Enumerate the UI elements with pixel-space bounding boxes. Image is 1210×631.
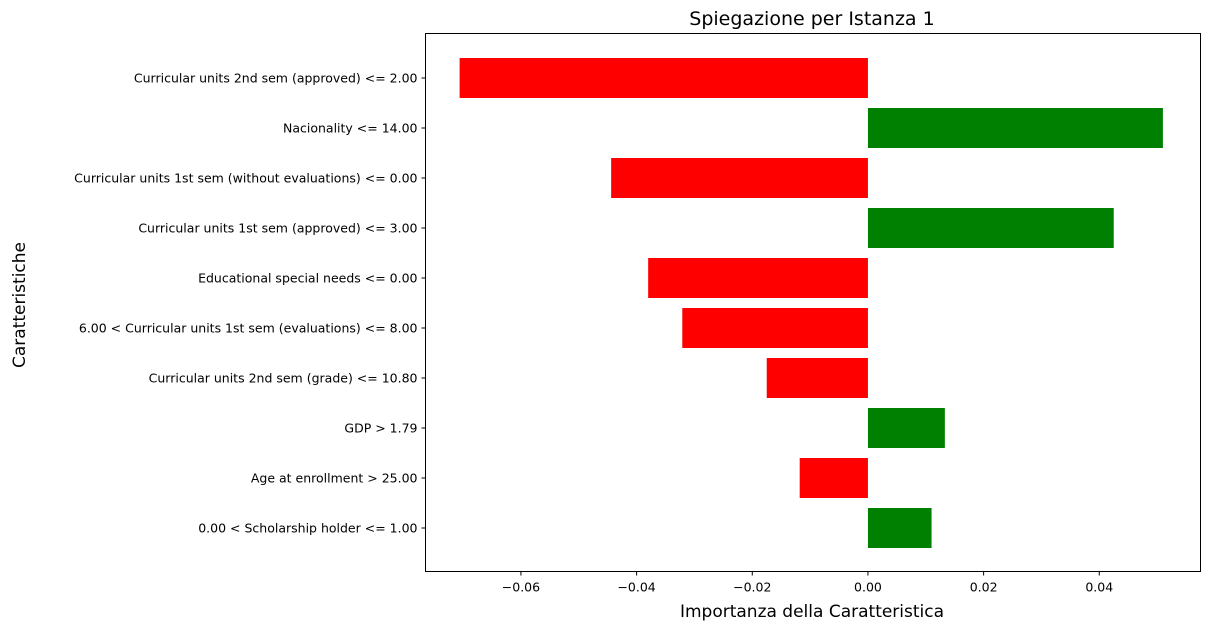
bar-0: [459, 58, 868, 98]
x-tick-label: −0.04: [617, 580, 655, 595]
x-tick-label: −0.02: [733, 580, 771, 595]
plot-frame: [425, 33, 1201, 572]
x-tick-label: 0.02: [970, 580, 998, 595]
bar-8: [799, 458, 868, 498]
y-axis-ticks: Curricular units 2nd sem (approved) <= 2…: [74, 71, 426, 536]
y-tick-label: Curricular units 2nd sem (grade) <= 10.8…: [149, 371, 418, 386]
bar-5: [682, 308, 868, 348]
bar-1: [867, 108, 1163, 148]
bar-9: [867, 508, 932, 548]
x-tick-label: 0.00: [854, 580, 882, 595]
x-axis-label: Importanza della Caratteristica: [680, 602, 944, 622]
x-tick-label: 0.04: [1085, 580, 1113, 595]
y-tick-label: Curricular units 1st sem (without evalua…: [74, 171, 417, 186]
y-tick-label: 6.00 < Curricular units 1st sem (evaluat…: [79, 321, 418, 336]
bar-6: [766, 358, 868, 398]
y-tick-label: Educational special needs <= 0.00: [198, 271, 417, 286]
bar-4: [648, 258, 868, 298]
bar-3: [867, 208, 1114, 248]
y-tick-label: Curricular units 2nd sem (approved) <= 2…: [134, 71, 418, 86]
chart-title: Spiegazione per Istanza 1: [689, 8, 934, 30]
x-axis-ticks: −0.06 −0.04 −0.02 0.00 0.02 0.04: [502, 571, 1113, 595]
y-tick-label: Age at enrollment > 25.00: [251, 471, 418, 486]
y-axis-label: Caratteristiche: [10, 242, 30, 368]
bars-group: [459, 58, 1163, 548]
y-tick-label: Nacionality <= 14.00: [283, 121, 418, 136]
x-tick-label: −0.06: [502, 580, 540, 595]
bar-7: [867, 408, 945, 448]
y-tick-label: 0.00 < Scholarship holder <= 1.00: [198, 521, 417, 536]
y-tick-label: Curricular units 1st sem (approved) <= 3…: [138, 221, 417, 236]
y-tick-label: GDP > 1.79: [344, 421, 417, 436]
bar-2: [611, 158, 868, 198]
